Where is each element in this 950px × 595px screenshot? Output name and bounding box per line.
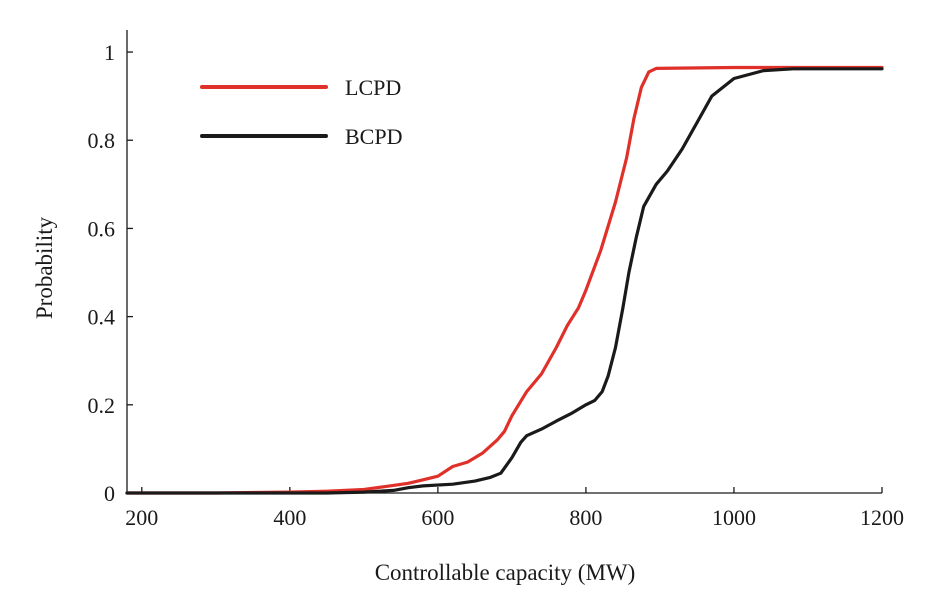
- x-tick-label: 400: [273, 505, 306, 530]
- series-line-bcpd: [125, 67, 884, 495]
- axes: 200 400 600 800 1000 1200 0 0.2 0.4 0.6 0.8 1: [88, 30, 904, 530]
- x-tick-label: 200: [125, 505, 158, 530]
- legend-label-bcpd: BCPD: [345, 124, 402, 149]
- x-tick-label: 1000: [712, 505, 756, 530]
- y-tick-label: 0.4: [88, 305, 116, 330]
- y-tick-label: 0.8: [88, 128, 116, 153]
- legend: LCPD BCPD: [200, 75, 402, 149]
- y-tick-label: 0: [104, 481, 115, 506]
- x-tick-label: 600: [421, 505, 454, 530]
- y-axis-title: Probability: [32, 216, 57, 319]
- legend-label-lcpd: LCPD: [345, 75, 401, 100]
- series-layer: [125, 65, 884, 495]
- y-tick-label: 0.2: [88, 393, 116, 418]
- x-tick-label: 800: [569, 505, 602, 530]
- series-line-lcpd: [125, 65, 884, 495]
- x-tick-label: 1200: [860, 505, 904, 530]
- y-tick-label: 1: [104, 40, 115, 65]
- x-axis-title: Controllable capacity (MW): [375, 560, 636, 585]
- y-tick-label: 0.6: [88, 216, 116, 241]
